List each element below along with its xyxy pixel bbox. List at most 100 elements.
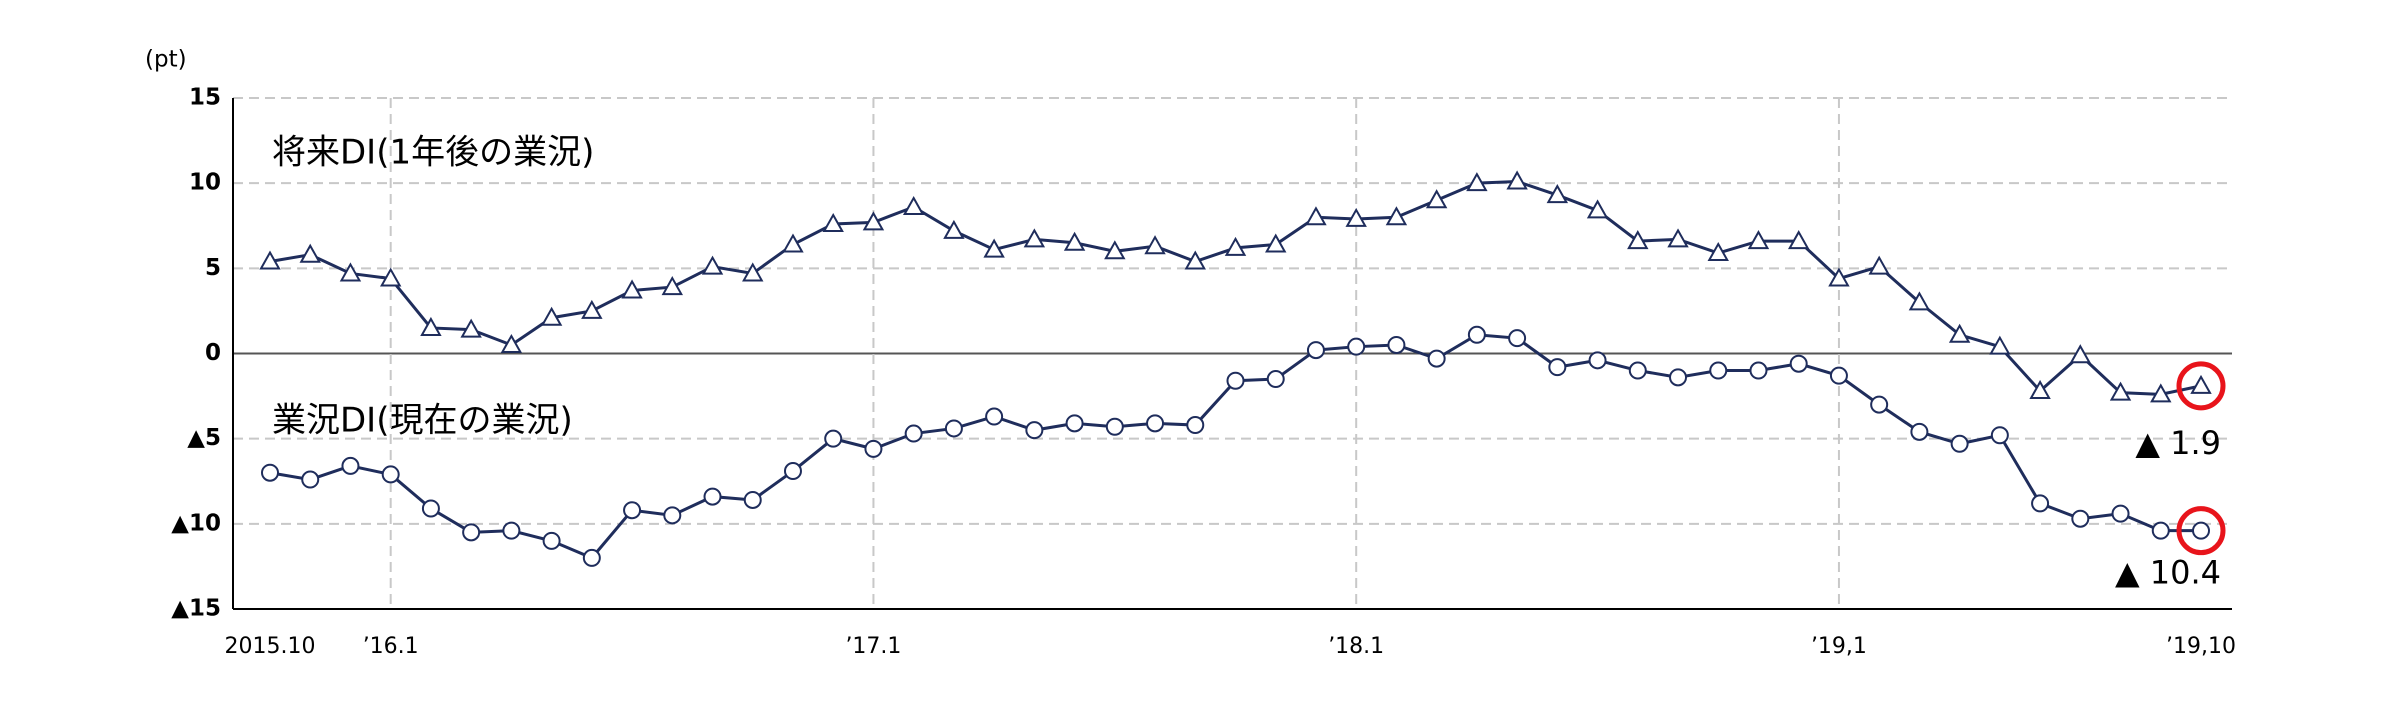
marker bbox=[379, 267, 402, 287]
marker bbox=[1306, 341, 1325, 360]
marker bbox=[1063, 231, 1086, 251]
marker bbox=[582, 548, 601, 567]
marker bbox=[1828, 267, 1850, 287]
y-tick-label: 10 bbox=[189, 170, 221, 196]
marker bbox=[1023, 228, 1046, 248]
marker bbox=[1265, 233, 1287, 253]
marker bbox=[824, 429, 843, 448]
marker bbox=[259, 250, 281, 270]
x-tick-label: ’18.1 bbox=[1328, 634, 1384, 659]
highlight-ring bbox=[2176, 506, 2226, 556]
marker bbox=[2029, 379, 2051, 399]
marker bbox=[703, 487, 722, 506]
marker bbox=[1427, 349, 1446, 368]
marker bbox=[421, 499, 440, 518]
marker bbox=[2190, 374, 2212, 394]
highlight-ring bbox=[2176, 361, 2226, 411]
marker bbox=[339, 262, 362, 282]
marker bbox=[502, 521, 521, 540]
marker bbox=[1146, 414, 1165, 433]
marker bbox=[1950, 434, 1969, 453]
marker bbox=[1224, 236, 1247, 256]
data-label: ▲ 1.9 bbox=[2135, 424, 2221, 462]
marker bbox=[663, 506, 682, 525]
marker bbox=[943, 219, 965, 239]
marker bbox=[822, 213, 844, 233]
marker bbox=[1910, 422, 1929, 441]
series-label: 将来DI(1年後の業況) bbox=[272, 133, 594, 173]
marker bbox=[743, 490, 762, 509]
series-label: 業況DI(現在の業況) bbox=[272, 401, 573, 441]
marker bbox=[1788, 230, 1810, 250]
marker bbox=[2151, 521, 2170, 540]
marker bbox=[2071, 509, 2090, 528]
x-tick-label: 2015.10 bbox=[225, 634, 316, 659]
marker bbox=[2031, 494, 2050, 513]
marker bbox=[542, 531, 561, 550]
marker bbox=[1829, 366, 1848, 385]
y-axis-label: (pt) bbox=[145, 47, 187, 73]
marker bbox=[1789, 354, 1808, 373]
marker bbox=[1508, 329, 1527, 348]
marker bbox=[1025, 421, 1044, 440]
marker bbox=[1186, 416, 1205, 435]
series-line bbox=[269, 179, 2202, 396]
marker bbox=[1747, 230, 1770, 250]
marker bbox=[1266, 370, 1285, 389]
marker bbox=[904, 424, 923, 443]
marker bbox=[1104, 240, 1126, 260]
marker bbox=[1425, 189, 1448, 209]
marker bbox=[902, 195, 925, 216]
y-tick-label: 0 bbox=[205, 340, 221, 366]
marker bbox=[1305, 206, 1327, 226]
marker bbox=[500, 333, 523, 353]
marker bbox=[1870, 395, 1889, 414]
marker bbox=[1347, 337, 1366, 356]
marker bbox=[742, 262, 764, 282]
marker bbox=[1144, 235, 1166, 255]
marker bbox=[261, 463, 279, 482]
marker bbox=[862, 211, 885, 231]
marker bbox=[1506, 170, 1528, 190]
marker bbox=[1948, 323, 1971, 343]
marker bbox=[1387, 335, 1406, 354]
marker bbox=[621, 279, 643, 299]
marker bbox=[581, 299, 603, 319]
marker bbox=[985, 407, 1004, 426]
marker bbox=[944, 419, 963, 438]
marker bbox=[2150, 383, 2172, 403]
marker bbox=[2109, 381, 2132, 401]
marker bbox=[1990, 426, 2009, 445]
marker bbox=[782, 233, 804, 253]
marker bbox=[2069, 344, 2092, 364]
marker bbox=[1385, 206, 1408, 226]
marker bbox=[864, 439, 883, 458]
marker bbox=[462, 523, 481, 542]
marker bbox=[1707, 241, 1729, 262]
marker bbox=[540, 306, 563, 326]
marker bbox=[1588, 351, 1607, 370]
marker bbox=[1868, 255, 1890, 275]
marker bbox=[301, 470, 320, 489]
marker bbox=[1749, 361, 1768, 380]
marker bbox=[1586, 199, 1609, 219]
marker bbox=[420, 316, 442, 336]
marker bbox=[701, 255, 724, 275]
x-tick-label: ’17.1 bbox=[845, 634, 901, 659]
marker bbox=[1548, 358, 1567, 377]
marker bbox=[983, 238, 1005, 258]
marker bbox=[661, 276, 684, 296]
marker bbox=[1709, 361, 1728, 380]
marker bbox=[1546, 184, 1569, 204]
y-tick-label: ▲5 bbox=[187, 425, 221, 451]
marker bbox=[460, 318, 482, 338]
marker bbox=[1345, 207, 1367, 227]
marker bbox=[1065, 414, 1084, 433]
marker bbox=[2111, 504, 2130, 523]
marker bbox=[381, 465, 400, 484]
marker bbox=[1669, 368, 1688, 387]
y-tick-label: 5 bbox=[205, 255, 221, 281]
data-label: ▲ 10.4 bbox=[2115, 554, 2221, 592]
marker bbox=[341, 456, 360, 475]
